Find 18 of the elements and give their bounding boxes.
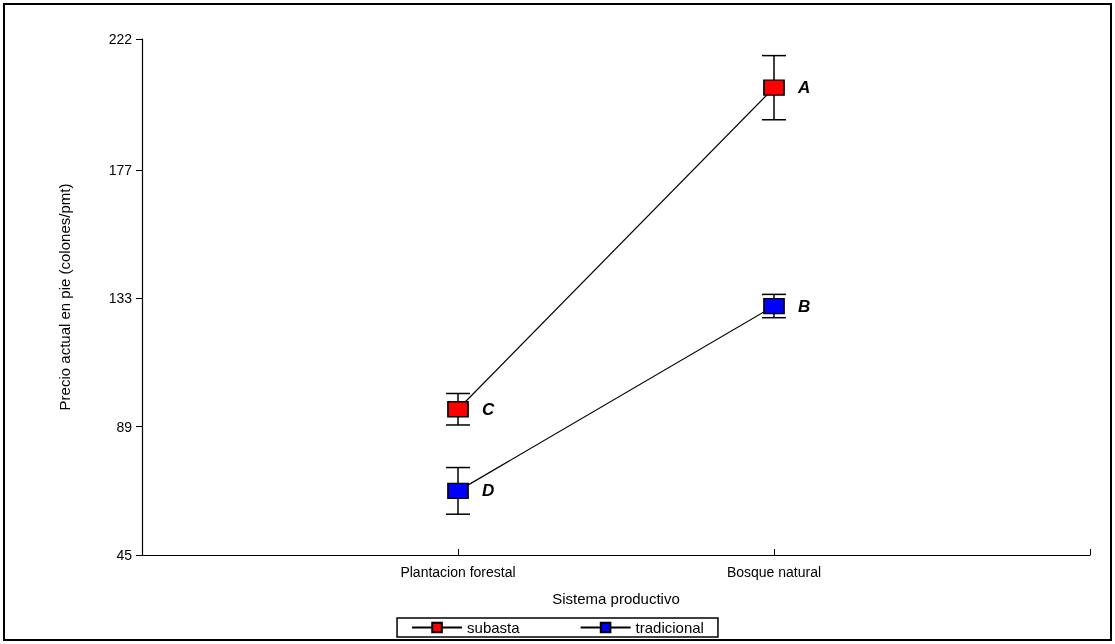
y-tick-label: 133	[108, 290, 133, 307]
x-tick-label: Plantacion forestal	[400, 564, 516, 580]
annotation: A	[797, 78, 811, 98]
point	[763, 79, 785, 96]
y-tick-label: 89	[116, 418, 133, 435]
x-tick-label: Bosque natural	[726, 564, 822, 580]
y-axis-title: Precio actual en pie (colones/pmt)	[56, 183, 73, 411]
x-axis-title: Sistema productivo	[552, 590, 680, 607]
point	[447, 400, 469, 418]
annotation: B	[798, 296, 811, 316]
legend-label: tradicional	[635, 619, 704, 636]
y-tick-label: 177	[108, 162, 133, 179]
point	[447, 482, 469, 500]
y-tick-label: 45	[116, 547, 133, 563]
legend-label: subasta	[467, 619, 521, 636]
annotation: D	[482, 481, 495, 501]
y-tick-label: 222	[108, 31, 133, 47]
annotation: C	[482, 399, 495, 419]
